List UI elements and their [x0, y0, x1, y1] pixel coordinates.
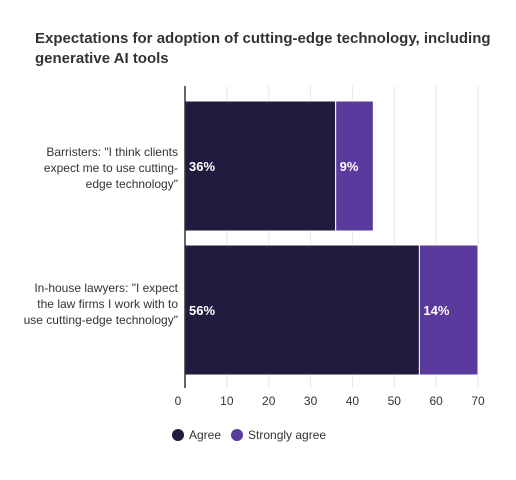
bar-data-label: 14%	[423, 303, 449, 318]
bar-data-label: 36%	[189, 159, 215, 174]
legend-item-strongly-agree[interactable]: Strongly agree	[231, 428, 326, 442]
bar-data-label: 56%	[189, 303, 215, 318]
legend-item-agree[interactable]: Agree	[172, 428, 221, 442]
bar-data-label: 9%	[340, 159, 359, 174]
x-tick-label: 60	[429, 394, 443, 408]
x-tick-label: 70	[471, 394, 485, 408]
legend-swatch-strongly-agree	[231, 429, 244, 441]
category-label-in-house-lawyers: In-house lawyers: "I expect the law firm…	[23, 281, 178, 327]
bar-strongly-agree[interactable]	[418, 244, 479, 376]
legend-swatch-agree	[172, 429, 184, 441]
legend-label-strongly-agree: Strongly agree	[248, 428, 327, 442]
x-tick-label: 10	[220, 394, 234, 408]
bar-agree[interactable]	[184, 244, 420, 376]
category-label-barristers: Barristers: "I think clients expect me t…	[43, 145, 178, 191]
legend-label-agree: Agree	[189, 428, 222, 442]
legend: Agree Strongly agree	[172, 428, 336, 442]
chart-title: Expectations for adoption of cutting-edg…	[35, 30, 491, 67]
bar-strongly-agree[interactable]	[335, 100, 374, 232]
x-tick-label: 40	[346, 394, 360, 408]
x-tick-label: 50	[388, 394, 402, 408]
x-tick-label: 30	[304, 394, 318, 408]
x-tick-label: 0	[175, 394, 182, 408]
bar-agree[interactable]	[184, 100, 337, 232]
x-tick-label: 20	[262, 394, 276, 408]
